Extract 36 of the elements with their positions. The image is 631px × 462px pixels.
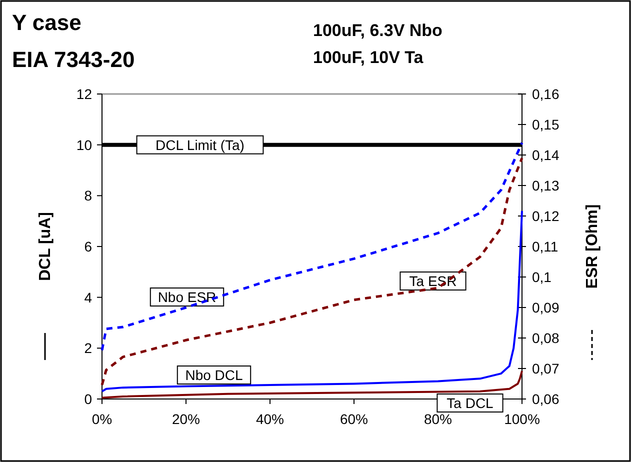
x-tick-label: 0% [92,411,112,427]
x-tick-label: 100% [504,411,540,427]
line-series [101,210,523,392]
line-series [100,142,524,352]
y2-tick-label: 0,1 [532,269,552,285]
y2-tick-label: 0,08 [532,330,560,346]
y-tick-label: 2 [84,340,92,356]
y2-tick-label: 0,07 [532,360,560,376]
y2-tick-label: 0,12 [532,208,560,224]
y2-tick-label: 0,06 [532,391,560,407]
y2-tick-label: 0,15 [532,116,560,132]
y-tick-label: 4 [84,289,92,306]
text: 100uF, 10V Ta [313,48,424,67]
y2-tick-label: 0,14 [532,147,560,163]
x-tick-label: 40% [256,411,284,427]
chart-title: Y case [12,10,82,35]
y-tick-label: 8 [84,188,92,204]
y-tick-label: 0 [84,391,92,407]
y2-tick-label: 0,13 [532,178,560,194]
x-tick-label: 20% [172,411,200,427]
x-tick-label: 80% [424,411,452,427]
y-tick-label: 10 [76,136,92,153]
ref-line-label: DCL Limit (Ta) [156,136,244,153]
series-label: Ta DCL [446,395,494,411]
y-tick-label: 12 [76,86,92,102]
chart-subtitle: EIA 7343-20 [12,47,135,72]
y-tick-label: 6 [84,238,92,254]
y2-tick-label: 0,11 [532,238,558,254]
y-axis-title: DCL [uA] [37,212,54,282]
series-label: Nbo DCL [185,367,243,383]
line-series [100,156,524,386]
y2-tick-label: 0,09 [532,300,560,316]
y2-axis-title: ESR [Ohm] [584,204,601,289]
y2-tick-label: 0,16 [532,86,560,102]
text: 100uF, 6.3V Nbo [313,21,442,40]
x-tick-label: 60% [340,411,368,427]
